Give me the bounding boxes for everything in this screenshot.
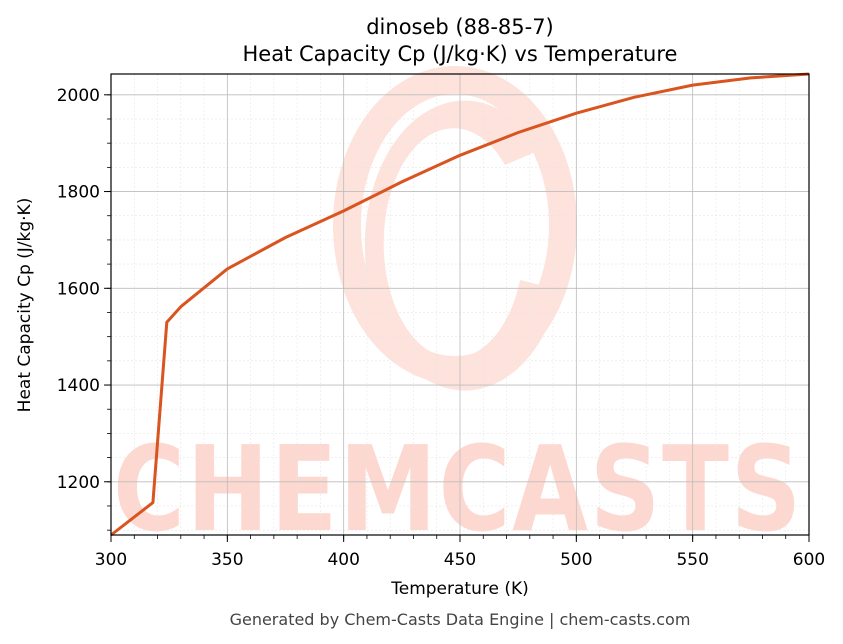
y-tick-label: 1400: [57, 376, 100, 396]
watermark-text: CHEMCASTS: [113, 420, 803, 558]
series-layer: [110, 72, 810, 537]
chart-subtitle: Heat Capacity Cp (J/kg·K) vs Temperature: [243, 42, 678, 66]
y-axis-label: Heat Capacity Cp (J/kg·K): [15, 198, 35, 413]
x-axis-label: Temperature (K): [390, 579, 529, 599]
x-tick-label: 500: [560, 550, 592, 570]
x-tick-labels: 300 350 400 450 500 550 600: [95, 550, 825, 570]
series-line: [110, 72, 810, 537]
y-tick-label: 2000: [57, 86, 100, 106]
footer-credit: Generated by Chem-Casts Data Engine | ch…: [230, 610, 691, 629]
watermark-logo: [333, 66, 577, 391]
watermark: CHEMCASTS: [113, 66, 803, 558]
y-tick-label: 1200: [57, 473, 100, 493]
y-tick-label: 1600: [57, 279, 100, 299]
x-tick-label: 350: [211, 550, 243, 570]
x-tick-label: 300: [95, 550, 127, 570]
x-tick-label: 400: [327, 550, 359, 570]
x-tick-label: 450: [444, 550, 476, 570]
chart-title: dinoseb (88-85-7): [366, 15, 554, 39]
tick-marks: [104, 94, 810, 542]
x-tick-label: 550: [676, 550, 708, 570]
y-tick-labels: 1200 1400 1600 1800 2000: [57, 86, 100, 493]
y-tick-label: 1800: [57, 183, 100, 203]
x-tick-label: 600: [793, 550, 825, 570]
